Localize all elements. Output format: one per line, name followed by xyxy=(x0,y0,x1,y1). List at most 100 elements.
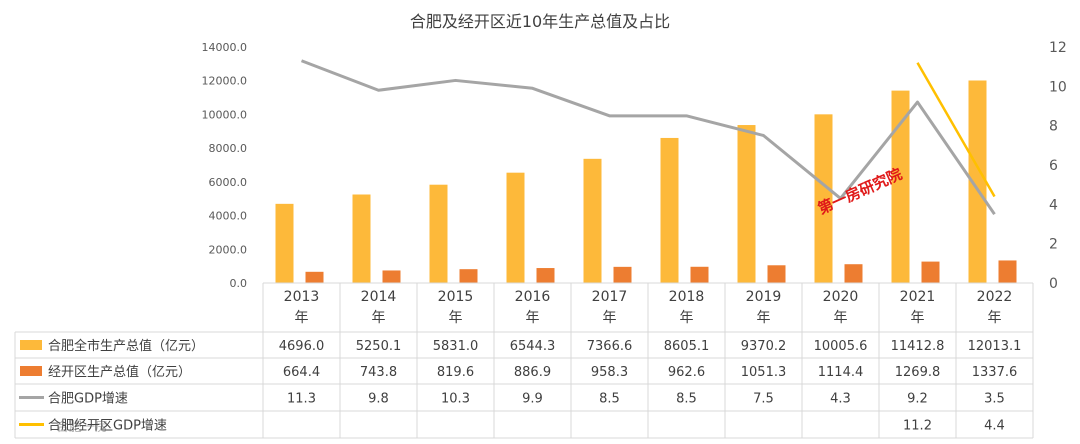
bar-zone-gdp xyxy=(690,266,709,283)
category-label: 年 xyxy=(449,310,463,326)
data-label: 9.8 xyxy=(368,392,389,407)
data-label: 10.3 xyxy=(441,392,470,407)
legend-label: 合肥经开区GDP增速 xyxy=(48,419,167,434)
bar-city-gdp xyxy=(429,184,448,283)
bar-zone-gdp xyxy=(536,268,555,283)
category-label: 年 xyxy=(757,310,771,326)
right-axis-tick-label: 6 xyxy=(1049,158,1058,174)
bar-city-gdp xyxy=(814,114,833,284)
category-label: 2017 xyxy=(592,289,628,305)
category-label: 年 xyxy=(834,310,848,326)
category-label: 2020 xyxy=(823,289,859,305)
category-label: 2016 xyxy=(515,289,551,305)
data-label: 8.5 xyxy=(599,392,620,407)
bar-zone-gdp xyxy=(767,265,786,283)
right-axis-tick-label: 8 xyxy=(1049,119,1058,135)
category-label: 2019 xyxy=(746,289,782,305)
left-axis-tick-label: 12000.0 xyxy=(202,75,248,88)
data-label: 10005.6 xyxy=(814,339,868,354)
data-label: 4.3 xyxy=(830,392,851,407)
category-label: 2014 xyxy=(361,289,397,305)
bar-city-gdp xyxy=(660,137,679,283)
left-axis-tick-label: 2000.0 xyxy=(209,243,248,256)
data-label: 1114.4 xyxy=(818,365,864,380)
right-axis: 0 2 4 6 8 10 12 xyxy=(1049,40,1067,292)
category-label: 年 xyxy=(295,310,309,326)
data-label: 9.9 xyxy=(522,392,543,407)
data-label: 5250.1 xyxy=(356,339,402,354)
category-label: 年 xyxy=(603,310,617,326)
bar-zone-gdp xyxy=(844,264,863,283)
data-label: 12013.1 xyxy=(968,339,1022,354)
legend-label: 合肥全市生产总值（亿元） xyxy=(48,338,204,354)
data-label: 7366.6 xyxy=(587,339,633,354)
data-label: 743.8 xyxy=(360,365,397,380)
line-series xyxy=(300,59,996,216)
left-axis: 0.0 2000.0 4000.0 6000.0 8000.0 10000.0 12000.… xyxy=(202,41,248,290)
data-label: 8605.1 xyxy=(664,339,710,354)
legend-label: 经开区生产总值（亿元） xyxy=(48,364,191,380)
data-label: 3.5 xyxy=(984,392,1005,407)
line-zone-growth xyxy=(916,62,996,198)
corner-watermark: 合肥一房 xyxy=(56,419,108,435)
bar-series xyxy=(275,80,1017,284)
left-axis-tick-label: 14000.0 xyxy=(202,41,248,54)
data-label: 958.3 xyxy=(591,365,628,380)
right-axis-tick-label: 4 xyxy=(1049,197,1058,213)
category-label: 2013 xyxy=(284,289,320,305)
chart-title: 合肥及经开区近10年生产总值及占比 xyxy=(410,12,670,31)
category-label: 2022 xyxy=(977,289,1013,305)
bar-city-gdp xyxy=(275,203,294,283)
left-axis-tick-label: 10000.0 xyxy=(202,108,248,121)
data-label: 9.2 xyxy=(907,392,928,407)
bar-zone-gdp xyxy=(459,269,478,283)
category-label: 2018 xyxy=(669,289,705,305)
bar-city-gdp xyxy=(968,80,987,283)
category-label: 年 xyxy=(680,310,694,326)
left-axis-tick-label: 8000.0 xyxy=(209,142,248,155)
category-label: 2015 xyxy=(438,289,474,305)
category-label: 年 xyxy=(372,310,386,326)
data-label: 1337.6 xyxy=(972,365,1018,380)
bar-zone-gdp xyxy=(305,271,324,283)
category-label: 2021 xyxy=(900,289,936,305)
data-label: 5831.0 xyxy=(433,339,479,354)
bar-city-gdp xyxy=(352,194,371,283)
data-label: 4.4 xyxy=(984,419,1005,434)
legend-swatch xyxy=(20,366,42,376)
data-table: 2013 年 2014 年 2015 年 2016 年 2017 年 2018 年 2019 年 2020 年… xyxy=(14,282,1034,439)
data-label: 11412.8 xyxy=(891,339,945,354)
data-label: 886.9 xyxy=(514,365,551,380)
right-axis-tick-label: 0 xyxy=(1049,276,1058,292)
bar-zone-gdp xyxy=(613,266,632,283)
data-label: 1051.3 xyxy=(741,365,787,380)
data-label: 11.2 xyxy=(903,419,932,434)
data-label: 1269.8 xyxy=(895,365,941,380)
bar-city-gdp xyxy=(506,172,525,283)
left-axis-tick-label: 0.0 xyxy=(230,277,248,290)
bar-zone-gdp xyxy=(382,270,401,283)
bar-zone-gdp xyxy=(921,261,940,283)
legend-label: 合肥GDP增速 xyxy=(48,392,128,407)
bar-zone-gdp xyxy=(998,260,1017,283)
data-label: 7.5 xyxy=(753,392,774,407)
data-label: 8.5 xyxy=(676,392,697,407)
category-label: 年 xyxy=(911,310,925,326)
bar-city-gdp xyxy=(737,125,756,283)
category-label: 年 xyxy=(988,310,1002,326)
data-label: 6544.3 xyxy=(510,339,556,354)
category-label: 年 xyxy=(526,310,540,326)
bar-city-gdp xyxy=(583,158,602,283)
data-label: 11.3 xyxy=(287,392,316,407)
left-axis-tick-label: 6000.0 xyxy=(209,176,248,189)
data-label: 4696.0 xyxy=(279,339,325,354)
data-label: 9370.2 xyxy=(741,339,787,354)
left-axis-tick-label: 4000.0 xyxy=(209,210,248,223)
legend-swatch xyxy=(20,340,42,350)
data-label: 664.4 xyxy=(283,365,320,380)
bar-city-gdp xyxy=(891,90,910,284)
right-axis-tick-label: 12 xyxy=(1049,40,1067,56)
right-axis-tick-label: 10 xyxy=(1049,79,1067,95)
right-axis-tick-label: 2 xyxy=(1049,237,1058,253)
